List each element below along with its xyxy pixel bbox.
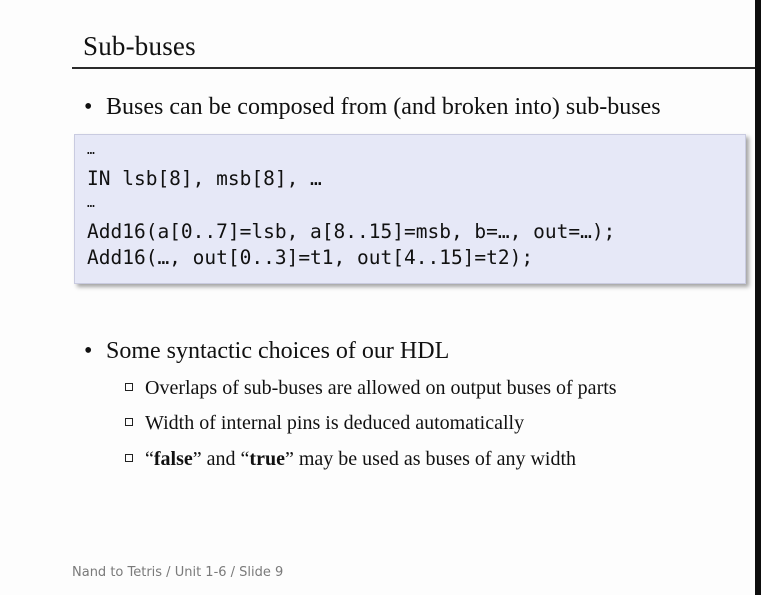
square-bullet-icon xyxy=(125,383,133,392)
slide-title: Sub-buses xyxy=(83,31,196,61)
open-quote: “ xyxy=(145,448,154,470)
square-bullet-icon xyxy=(125,454,133,463)
sub-bullet-item: Width of internal pins is deduced automa… xyxy=(125,412,524,435)
sub-bullet-item: Overlaps of sub-buses are allowed on out… xyxy=(125,377,617,400)
sub-bullet-rest: ” may be used as buses of any width xyxy=(284,448,577,470)
quote-and-quote: ” and “ xyxy=(192,448,250,470)
window-edge xyxy=(755,0,761,595)
bullet-dot-icon: • xyxy=(84,94,93,120)
bullet-text: Buses can be composed from (and broken i… xyxy=(106,94,661,120)
slide-footer: Nand to Tetris / Unit 1-6 / Slide 9 xyxy=(72,565,284,580)
code-line: Add16(a[0..7]=lsb, a[8..15]=msb, b=…, ou… xyxy=(87,220,616,243)
bullet-item: • Some syntactic choices of our HDL xyxy=(84,338,449,365)
code-line: IN lsb[8], msb[8], … xyxy=(87,167,322,190)
code-line: … xyxy=(87,143,95,158)
keyword-true: true xyxy=(249,448,285,470)
title-underline xyxy=(72,67,761,69)
code-line: … xyxy=(87,196,95,211)
bullet-dot-icon: • xyxy=(84,338,93,364)
sub-bullet-text: Width of internal pins is deduced automa… xyxy=(145,412,525,434)
sub-bullet-text: Overlaps of sub-buses are allowed on out… xyxy=(145,377,617,399)
bullet-item: • Buses can be composed from (and broken … xyxy=(84,94,661,121)
code-block xyxy=(74,134,746,284)
sub-bullet-item: “false” and “true” may be used as buses … xyxy=(125,448,576,471)
code-line: Add16(…, out[0..3]=t1, out[4..15]=t2); xyxy=(87,246,534,269)
square-bullet-icon xyxy=(125,418,133,427)
keyword-false: false xyxy=(153,448,193,470)
bullet-text: Some syntactic choices of our HDL xyxy=(106,338,450,364)
